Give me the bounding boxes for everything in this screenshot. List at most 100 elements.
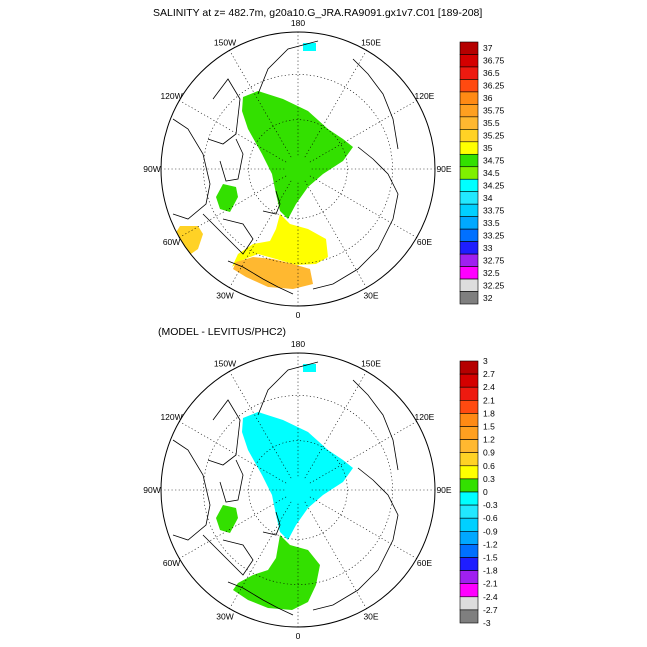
- meridian: [309, 496, 417, 559]
- region-baffin-bay: [216, 184, 238, 212]
- colorbar-swatch: [459, 583, 479, 598]
- colorbar2: 3 2.7 2.4 2.1 1.8 1.5 1.2 0.9 0.6 0.3 0 -0.3 -0.6 -0.…: [459, 356, 498, 628]
- colorbar-swatch: [459, 517, 479, 532]
- latitude-circle: [248, 440, 348, 540]
- colorbar-swatch: [459, 166, 479, 180]
- longitude-label: 0: [296, 631, 301, 641]
- longitude-label: 150W: [214, 38, 236, 48]
- longitude-label: 90E: [436, 485, 451, 495]
- colorbar-swatch: [459, 41, 479, 55]
- latitude-circle: [248, 119, 348, 219]
- colorbar-label: 36.5: [483, 68, 500, 78]
- colorbar-label: -3: [483, 618, 491, 628]
- colorbar-label: -1.5: [483, 553, 498, 563]
- colorbar-swatch: [459, 153, 479, 168]
- colorbar-label: 1.2: [483, 435, 495, 445]
- colorbar-label: 32: [483, 293, 493, 303]
- colorbar-swatch: [459, 413, 479, 427]
- coastline: [202, 534, 254, 576]
- map1-salinity: 180 150E 120E 90E 60E 30E 0 30W 60W 90W 120W 150W: [143, 18, 452, 320]
- region-bering-strait: [303, 364, 316, 372]
- coastline: [172, 118, 211, 220]
- coastline: [207, 399, 241, 466]
- colorbar-swatch: [459, 54, 479, 68]
- colorbar-label: 36.25: [483, 81, 505, 91]
- longitude-label: 150E: [361, 38, 381, 48]
- coastline: [257, 40, 319, 95]
- longitude-label: 0: [296, 310, 301, 320]
- coastline: [352, 379, 399, 471]
- colorbar-swatch: [459, 253, 479, 267]
- colorbar-label: -1.2: [483, 539, 498, 549]
- colorbar-swatch: [459, 439, 479, 454]
- coastline: [227, 260, 294, 295]
- meridian: [179, 421, 287, 484]
- region-arctic-basin: [242, 91, 353, 219]
- colorbar-label: 0: [483, 487, 488, 497]
- coastline: [312, 146, 399, 290]
- coastline: [207, 78, 241, 145]
- coastline: [257, 361, 319, 416]
- longitude-label: 90E: [436, 164, 451, 174]
- colorbar-swatch: [459, 530, 479, 545]
- colorbar-label: 33.25: [483, 230, 505, 240]
- coastline: [202, 213, 254, 255]
- colorbar-label: 35.25: [483, 131, 505, 141]
- colorbar-label: 33.5: [483, 218, 500, 228]
- colorbar-label: 36: [483, 93, 493, 103]
- colorbar-label: 2.7: [483, 369, 495, 379]
- meridian: [179, 100, 287, 163]
- colorbar-label: -0.3: [483, 500, 498, 510]
- meridian: [179, 175, 287, 238]
- longitude-label: 120E: [415, 412, 435, 422]
- colorbar-label: 35.5: [483, 118, 500, 128]
- colorbar-label: 34: [483, 193, 493, 203]
- longitude-label: 30W: [216, 290, 233, 300]
- region-bering-strait: [303, 43, 316, 51]
- colorbar-swatch: [459, 291, 479, 305]
- meridian: [229, 501, 292, 609]
- latitude-circle: [203, 74, 393, 264]
- colorbar-swatch: [459, 504, 479, 519]
- colorbar-label: -0.9: [483, 526, 498, 536]
- colorbar-label: 2.4: [483, 382, 495, 392]
- latitude-circle: [203, 395, 393, 585]
- colorbar-label: 32.5: [483, 268, 500, 278]
- longitude-label: 120W: [160, 91, 182, 101]
- colorbar-label: 35: [483, 143, 493, 153]
- colorbar-swatch: [459, 191, 479, 205]
- colorbar-swatch: [459, 491, 479, 506]
- longitude-label: 60W: [163, 558, 180, 568]
- region-nordic-seas-south: [233, 257, 313, 289]
- colorbar-swatch: [459, 241, 479, 255]
- colorbar-swatch: [459, 79, 479, 93]
- meridian: [304, 50, 367, 158]
- map2-difference: 180 150E 120E 90E 60E 30E 0 30W 60W 90W 120W 150W: [143, 339, 452, 641]
- meridian: [309, 175, 417, 238]
- longitude-label: 120W: [160, 412, 182, 422]
- colorbar-label: 0.3: [483, 474, 495, 484]
- colorbar-swatch: [459, 399, 479, 414]
- colorbar-swatch: [459, 141, 479, 155]
- colorbar-swatch: [459, 203, 479, 217]
- colorbar-label: 33: [483, 243, 493, 253]
- longitude-label: 120E: [415, 91, 435, 101]
- meridian: [179, 496, 287, 559]
- longitude-label: 60W: [163, 237, 180, 247]
- meridian: [229, 180, 292, 288]
- colorbar-swatch: [459, 609, 479, 624]
- colorbar-label: 34.25: [483, 180, 505, 190]
- colorbar-swatch: [459, 116, 479, 130]
- meridian: [304, 180, 367, 288]
- colorbar1: 37 36.75 36.5 36.25 36 35.75 35.5 35.25 35 34.75 3…: [459, 41, 505, 305]
- meridian: [229, 50, 292, 158]
- colorbar-label: 3: [483, 356, 488, 366]
- colorbar-swatch: [459, 360, 479, 375]
- coastline: [219, 138, 244, 182]
- region-arctic-basin: [242, 412, 353, 540]
- coastline: [312, 467, 399, 611]
- longitude-label: 60E: [417, 237, 432, 247]
- colorbar-label: 32.75: [483, 255, 505, 265]
- colorbar-label: 2.1: [483, 395, 495, 405]
- colorbar-swatch: [459, 91, 479, 105]
